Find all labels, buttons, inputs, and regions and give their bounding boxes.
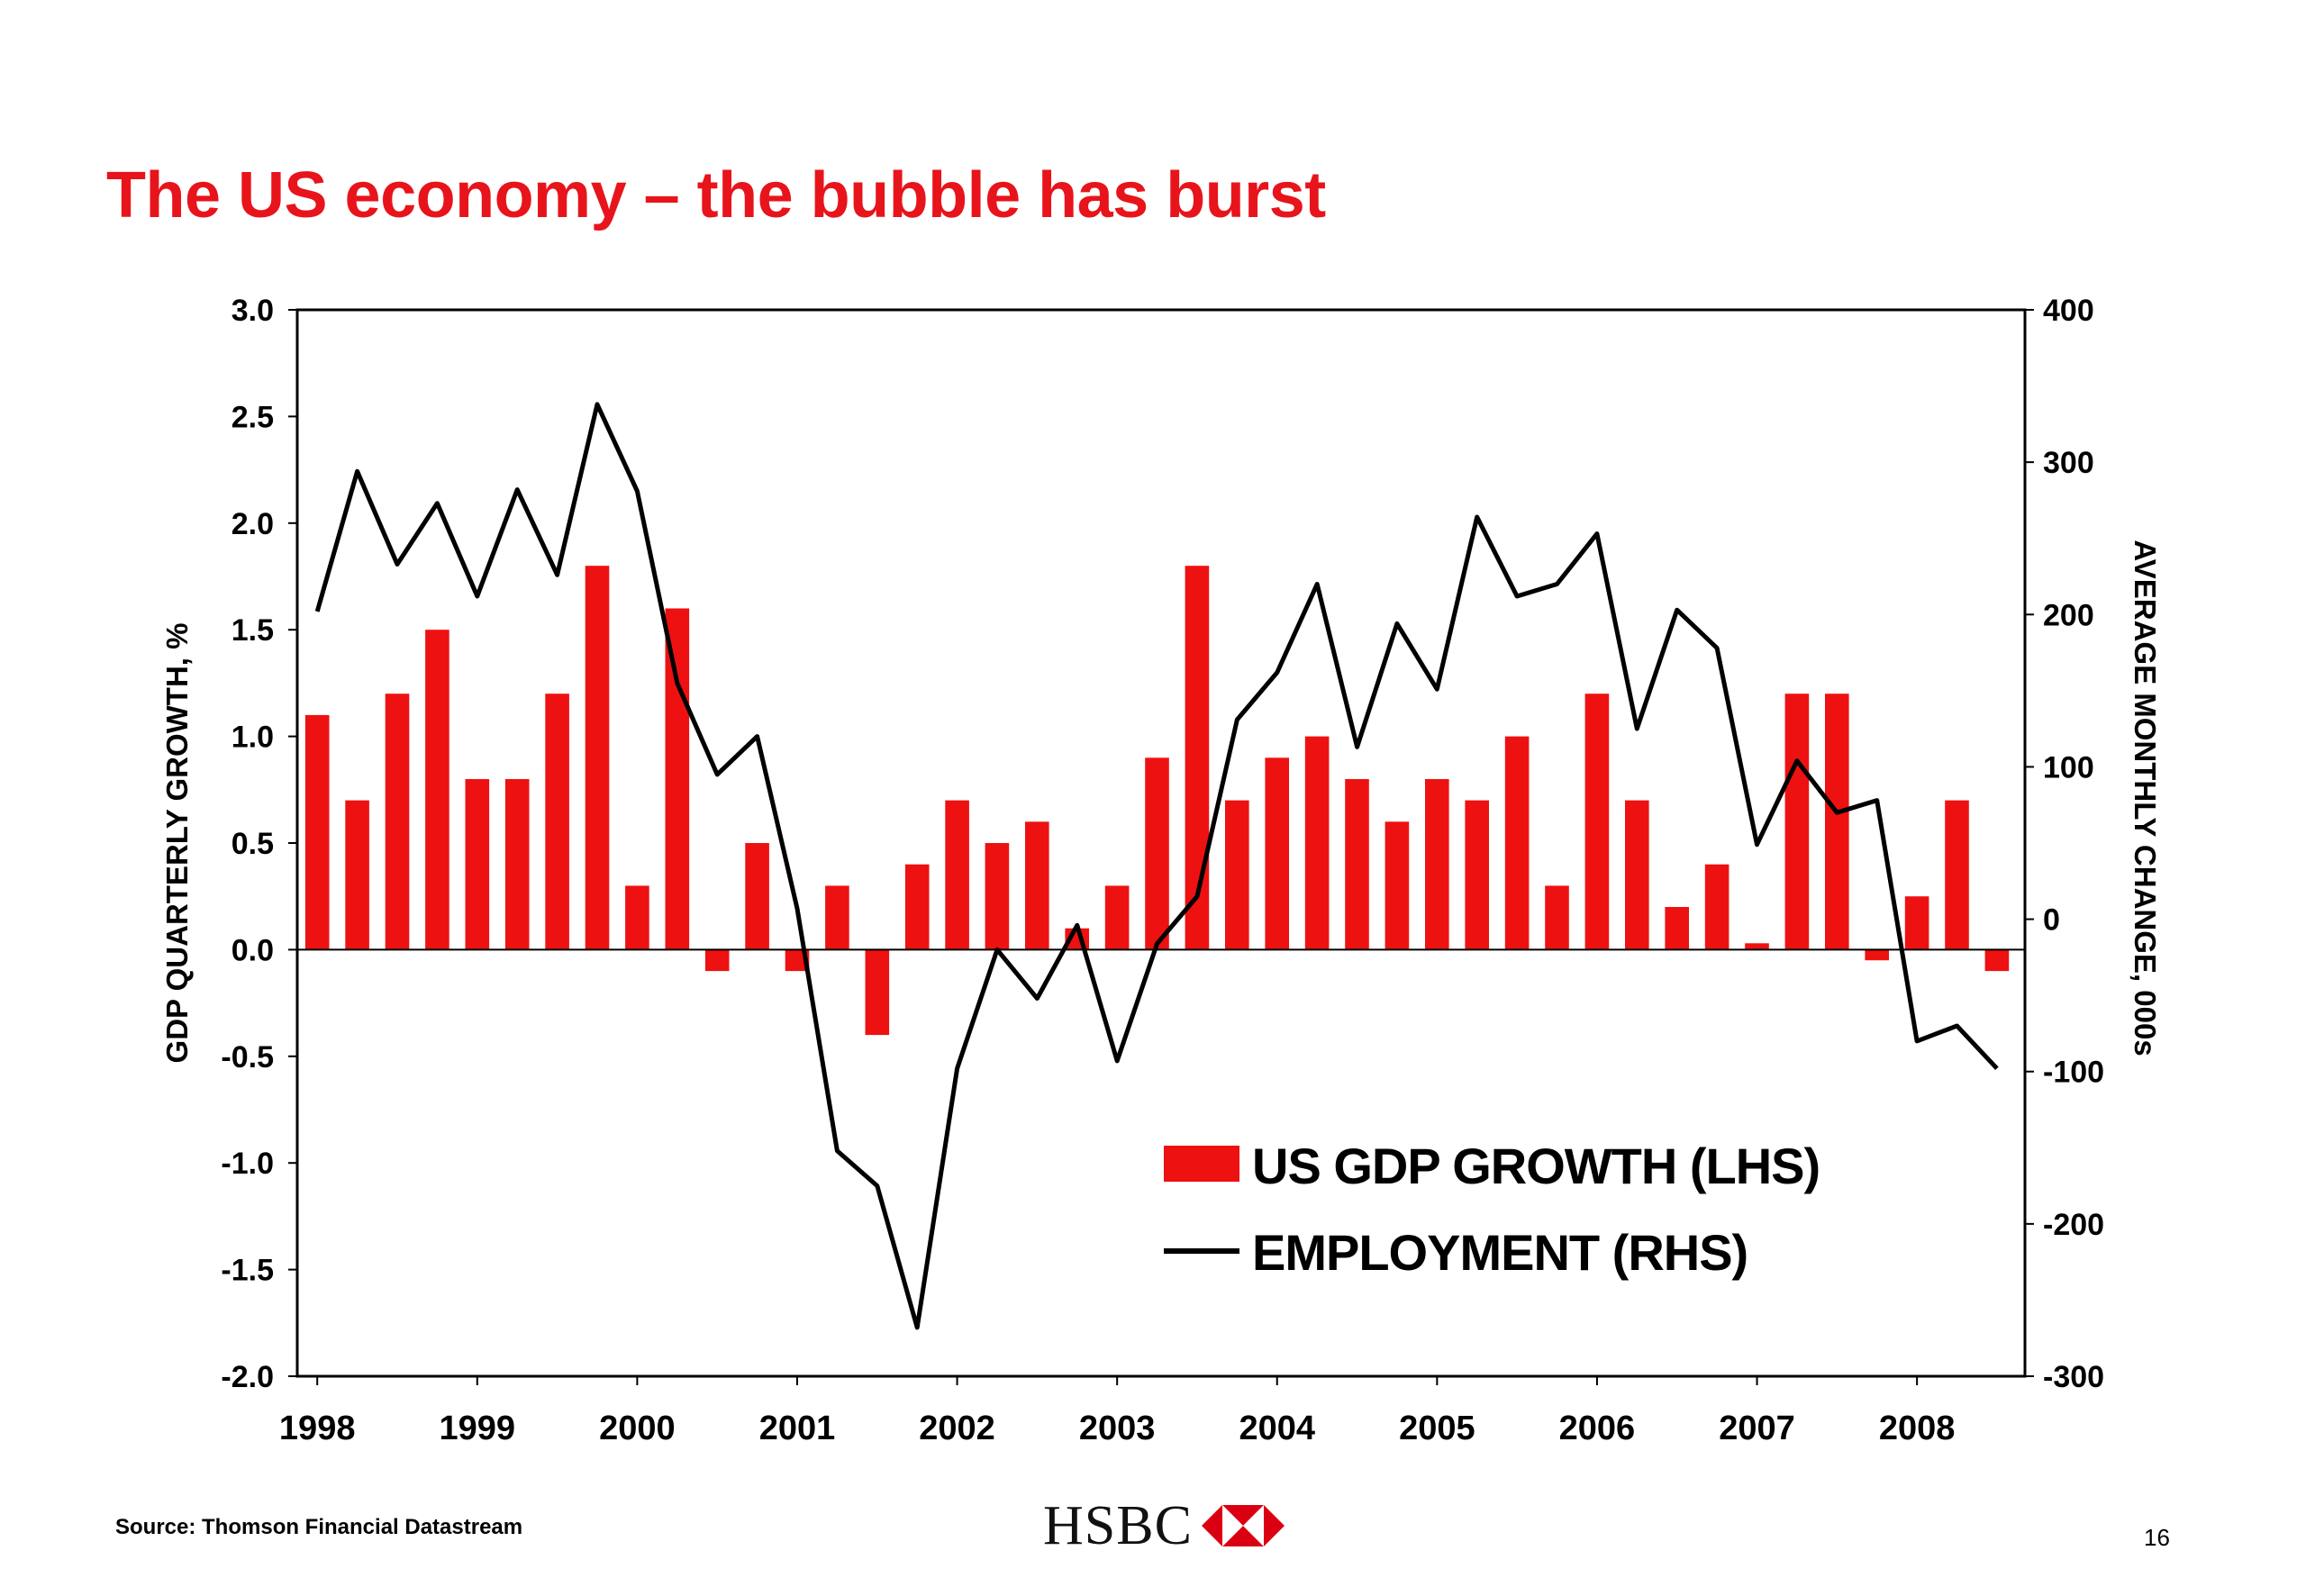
gdp-bar <box>1584 694 1610 950</box>
x-tick-label: 2007 <box>1719 1410 1795 1447</box>
gdp-bar <box>1984 949 2010 972</box>
left-axis-label: GDP QUARTERLY GROWTH, % <box>160 623 194 1064</box>
left-tick-label: 0.0 <box>232 933 274 967</box>
gdp-bar <box>1425 779 1449 950</box>
gdp-bar <box>585 566 610 950</box>
gdp-bar <box>825 885 849 950</box>
legend-employment-label: EMPLOYMENT (RHS) <box>1252 1224 1748 1281</box>
slide-title: The US economy – the bubble has burst <box>106 159 1326 231</box>
left-tick-label: 1.0 <box>232 721 274 755</box>
x-tick-label: 1998 <box>279 1410 356 1447</box>
gdp-bar <box>745 843 769 950</box>
gdp-bar <box>1465 800 1489 950</box>
employment-line <box>314 402 1999 1330</box>
gdp-bar <box>904 864 930 950</box>
gdp-bar <box>504 779 530 950</box>
gdp-bar <box>704 949 730 972</box>
gdp-bar <box>945 800 969 950</box>
gdp-bar <box>345 800 369 950</box>
left-tick-label: 0.5 <box>232 827 274 861</box>
hsbc-logo: HSBC <box>1043 1493 1285 1558</box>
x-tick-label: 2001 <box>759 1410 836 1447</box>
gdp-bar <box>1265 757 1289 950</box>
gdp-bars-group <box>304 566 2010 1036</box>
left-tick-label: -1.0 <box>221 1147 274 1181</box>
right-tick-label: -200 <box>2043 1208 2104 1242</box>
gdp-bar <box>1704 864 1730 950</box>
x-tick-label: 2000 <box>599 1410 676 1447</box>
x-tick-label: 1999 <box>440 1410 516 1447</box>
gdp-bar <box>1225 800 1249 950</box>
gdp-bar <box>1025 821 1049 950</box>
gdp-bar <box>1385 821 1410 950</box>
left-axis-ticks: 3.0 2.5 2.0 1.5 1.0 0.5 0.0 -0.5 -1.0 -1.5 -2.0 <box>221 294 297 1394</box>
x-tick-label: 2002 <box>919 1410 995 1447</box>
gdp-bar <box>1104 885 1130 950</box>
x-axis-ticks: 1998 1999 2000 2001 2002 2003 2004 2005 2006 2007… <box>279 1376 1955 1447</box>
gdp-bar <box>625 885 649 950</box>
x-tick-label: 2005 <box>1399 1410 1475 1447</box>
gdp-bar <box>465 779 490 950</box>
legend-bar-swatch <box>1164 1146 1239 1182</box>
gdp-bar <box>425 630 449 950</box>
left-tick-label: 2.5 <box>232 400 274 434</box>
gdp-bar <box>545 694 569 950</box>
hexagon-logo-icon <box>1201 1505 1285 1546</box>
right-tick-label: 200 <box>2043 598 2094 632</box>
page-number: 16 <box>2144 1524 2170 1551</box>
left-tick-label: 2.0 <box>232 507 274 541</box>
left-tick-label: 1.5 <box>232 613 274 648</box>
x-tick-label: 2003 <box>1079 1410 1156 1447</box>
x-tick-label: 2004 <box>1239 1410 1315 1447</box>
gdp-bar <box>1665 907 1689 950</box>
right-tick-label: 300 <box>2043 446 2094 480</box>
x-tick-label: 2006 <box>1559 1410 1636 1447</box>
gdp-bar <box>1304 736 1330 950</box>
gdp-bar <box>1504 736 1530 950</box>
right-axis-label: AVERAGE MONTHLY CHANGE, 000s <box>2129 540 2162 1056</box>
gdp-bar <box>1904 896 1929 950</box>
gdp-bar <box>304 714 330 950</box>
gdp-bar <box>1945 800 1969 950</box>
gdp-bar <box>1185 566 1210 950</box>
legend-gdp-label: US GDP GROWTH (LHS) <box>1252 1138 1820 1194</box>
gdp-bar <box>865 949 890 1036</box>
gdp-bar <box>1345 779 1369 950</box>
logo-wordmark: HSBC <box>1043 1494 1193 1556</box>
gdp-bar <box>1745 943 1769 950</box>
gdp-bar <box>385 694 410 950</box>
right-tick-label: 0 <box>2043 903 2060 938</box>
left-tick-label: -1.5 <box>221 1254 274 1288</box>
gdp-bar <box>985 843 1010 950</box>
left-tick-label: 3.0 <box>232 294 274 328</box>
gdp-bar <box>1865 949 1889 961</box>
legend: US GDP GROWTH (LHS) EMPLOYMENT (RHS) <box>1164 1138 1820 1281</box>
right-axis-ticks: 400 300 200 100 0 -100 -200 -300 <box>2025 294 2104 1394</box>
gdp-bar <box>1545 885 1569 950</box>
gdp-bar <box>1825 694 1849 950</box>
gdp-bar <box>665 608 690 950</box>
x-tick-label: 2008 <box>1879 1410 1956 1447</box>
right-tick-label: 100 <box>2043 750 2094 784</box>
right-tick-label: 400 <box>2043 294 2094 328</box>
gdp-bar <box>1784 694 1810 950</box>
left-tick-label: -2.0 <box>221 1360 274 1394</box>
left-tick-label: -0.5 <box>221 1040 274 1075</box>
gdp-bar <box>1145 757 1169 950</box>
right-tick-label: -300 <box>2043 1360 2104 1394</box>
right-tick-label: -100 <box>2043 1056 2104 1090</box>
source-note: Source: Thomson Financial Datastream <box>115 1515 523 1539</box>
gdp-bar <box>1625 800 1649 950</box>
